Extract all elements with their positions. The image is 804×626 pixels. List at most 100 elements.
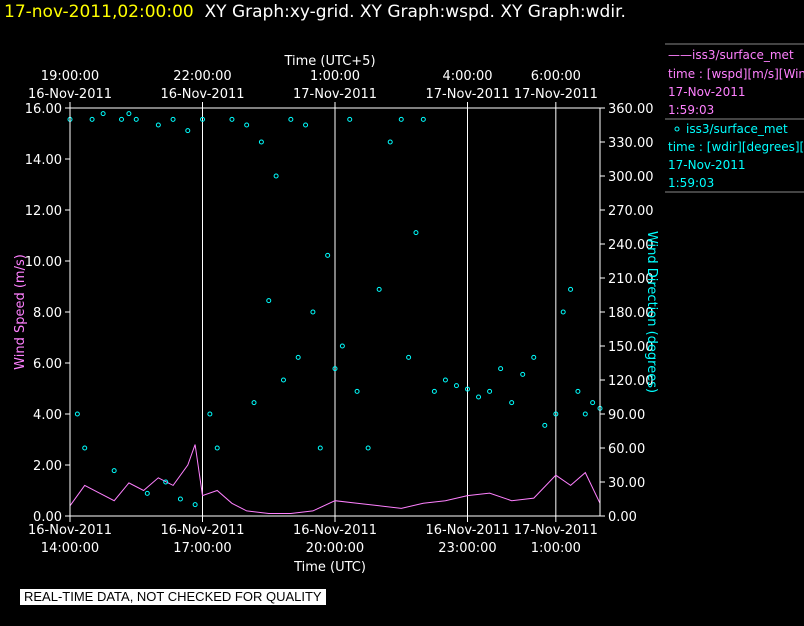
legend-wspd-line3: 1:59:03 (668, 103, 714, 117)
right-tick-label: 180.00 (608, 306, 654, 321)
wind-direction-point (170, 116, 176, 122)
wind-direction-point (258, 139, 264, 145)
wind-direction-point (200, 116, 205, 122)
wind-direction-point (520, 371, 526, 377)
legend-wspd-line1: time : [wspd][m/s][Wind (668, 67, 804, 81)
wind-direction-point (339, 343, 345, 349)
left-tick-label: 12.00 (25, 204, 62, 219)
top-tick-time: 1:00:00 (310, 69, 360, 84)
wind-direction-point (398, 116, 404, 122)
wind-direction-point (347, 116, 353, 122)
wind-direction-point (266, 298, 272, 304)
wind-direction-point (413, 230, 419, 236)
wind-direction-layer (67, 111, 603, 508)
right-tick-label: 360.00 (608, 102, 654, 117)
left-tick-label: 6.00 (33, 357, 62, 372)
left-tick-label: 2.00 (33, 459, 62, 474)
wind-direction-point (590, 400, 596, 406)
wind-direction-point (244, 122, 250, 128)
legend-wdir-marker (674, 126, 680, 132)
wind-direction-point (542, 422, 548, 428)
wind-direction-point (465, 386, 470, 392)
wind-direction-point (163, 479, 169, 485)
left-axis-label: Wind Speed (m/s) (13, 254, 28, 370)
top-tick-date: 17-Nov-2011 (425, 87, 509, 102)
wind-direction-point (476, 394, 482, 400)
wind-direction-point (185, 128, 191, 134)
right-tick-label: 90.00 (608, 408, 645, 423)
top-tick-date: 17-Nov-2011 (514, 87, 598, 102)
wind-direction-point (126, 111, 132, 117)
bottom-axis-label: Time (UTC) (293, 560, 366, 575)
top-axis-label: Time (UTC+5) (283, 54, 375, 69)
wind-direction-point (487, 388, 493, 394)
legend-wspd-line2: 17-Nov-2011 (668, 85, 746, 99)
top-tick-time: 19:00:00 (41, 69, 99, 84)
wind-direction-point (568, 286, 574, 292)
legend-wdir-title: iss3/surface_met (686, 122, 788, 136)
axes: 16-Nov-2011 14:00:00 16-Nov-2011 17:00:00 16… (25, 69, 654, 556)
legend-wdir-line2: 17-Nov-2011 (668, 158, 746, 172)
wind-direction-point (155, 122, 161, 128)
wind-direction-point (387, 139, 393, 145)
graph-titles: XY Graph:xy-grid. XY Graph:wspd. XY Grap… (204, 2, 626, 22)
wind-direction-point (560, 309, 566, 315)
wind-direction-point (354, 388, 360, 394)
bottom-tick-date: 16-Nov-2011 (160, 523, 244, 538)
wind-direction-point (280, 377, 286, 383)
left-tick-label: 8.00 (33, 306, 62, 321)
bottom-tick-time: 14:00:00 (41, 541, 99, 556)
right-tick-label: 270.00 (608, 204, 654, 219)
wind-direction-point (420, 116, 426, 122)
top-tick-date: 17-Nov-2011 (293, 87, 377, 102)
wind-direction-point (310, 309, 316, 315)
right-tick-label: 0.00 (608, 510, 637, 525)
wind-direction-point (82, 445, 88, 451)
wind-direction-point (431, 388, 437, 394)
left-tick-label: 14.00 (25, 153, 62, 168)
top-tick-date: 16-Nov-2011 (28, 87, 112, 102)
wind-direction-point (376, 286, 382, 292)
bottom-tick-date: 16-Nov-2011 (293, 523, 377, 538)
legend-wdir-line1: time : [wdir][degrees][V (668, 140, 804, 154)
wind-direction-point (317, 445, 323, 451)
wind-direction-point (273, 173, 279, 179)
wind-speed-line (69, 444, 601, 514)
wind-direction-point (509, 400, 515, 406)
wind-direction-point (251, 400, 257, 406)
wind-direction-point (406, 354, 412, 360)
right-tick-label: 210.00 (608, 272, 654, 287)
top-tick-time: 4:00:00 (442, 69, 492, 84)
wind-direction-point (303, 122, 309, 128)
wind-direction-point (144, 490, 150, 496)
bottom-tick-date: 16-Nov-2011 (28, 523, 112, 538)
wind-speed-layer (69, 444, 601, 514)
wind-direction-point (365, 445, 371, 451)
wind-direction-point (453, 383, 459, 389)
wind-direction-point (553, 411, 559, 417)
right-tick-label: 150.00 (608, 340, 654, 355)
wind-direction-point (288, 116, 294, 122)
left-tick-label: 4.00 (33, 408, 62, 423)
legend-wdir-line3: 1:59:03 (668, 176, 714, 190)
top-tick-time: 22:00:00 (173, 69, 231, 84)
wind-direction-point (74, 411, 80, 417)
wind-direction-point (177, 496, 183, 502)
right-tick-label: 240.00 (608, 238, 654, 253)
bottom-tick-date: 16-Nov-2011 (425, 523, 509, 538)
wind-direction-point (192, 502, 198, 508)
left-tick-label: 10.00 (25, 255, 62, 270)
wind-direction-point (531, 354, 537, 360)
left-tick-label: 16.00 (25, 102, 62, 117)
page-title: 17-nov-2011,02:00:00 XY Graph:xy-grid. X… (4, 2, 626, 22)
right-tick-label: 120.00 (608, 374, 654, 389)
bottom-tick-time: 1:00:00 (531, 541, 581, 556)
wind-direction-point (214, 445, 220, 451)
wind-direction-point (207, 411, 213, 417)
wind-direction-point (442, 377, 448, 383)
quality-disclaimer: REAL-TIME DATA, NOT CHECKED FOR QUALITY (20, 589, 326, 605)
top-tick-date: 16-Nov-2011 (160, 87, 244, 102)
legend: ——iss3/surface_met time : [wspd][m/s][Wi… (665, 43, 804, 193)
wind-direction-point (575, 388, 581, 394)
